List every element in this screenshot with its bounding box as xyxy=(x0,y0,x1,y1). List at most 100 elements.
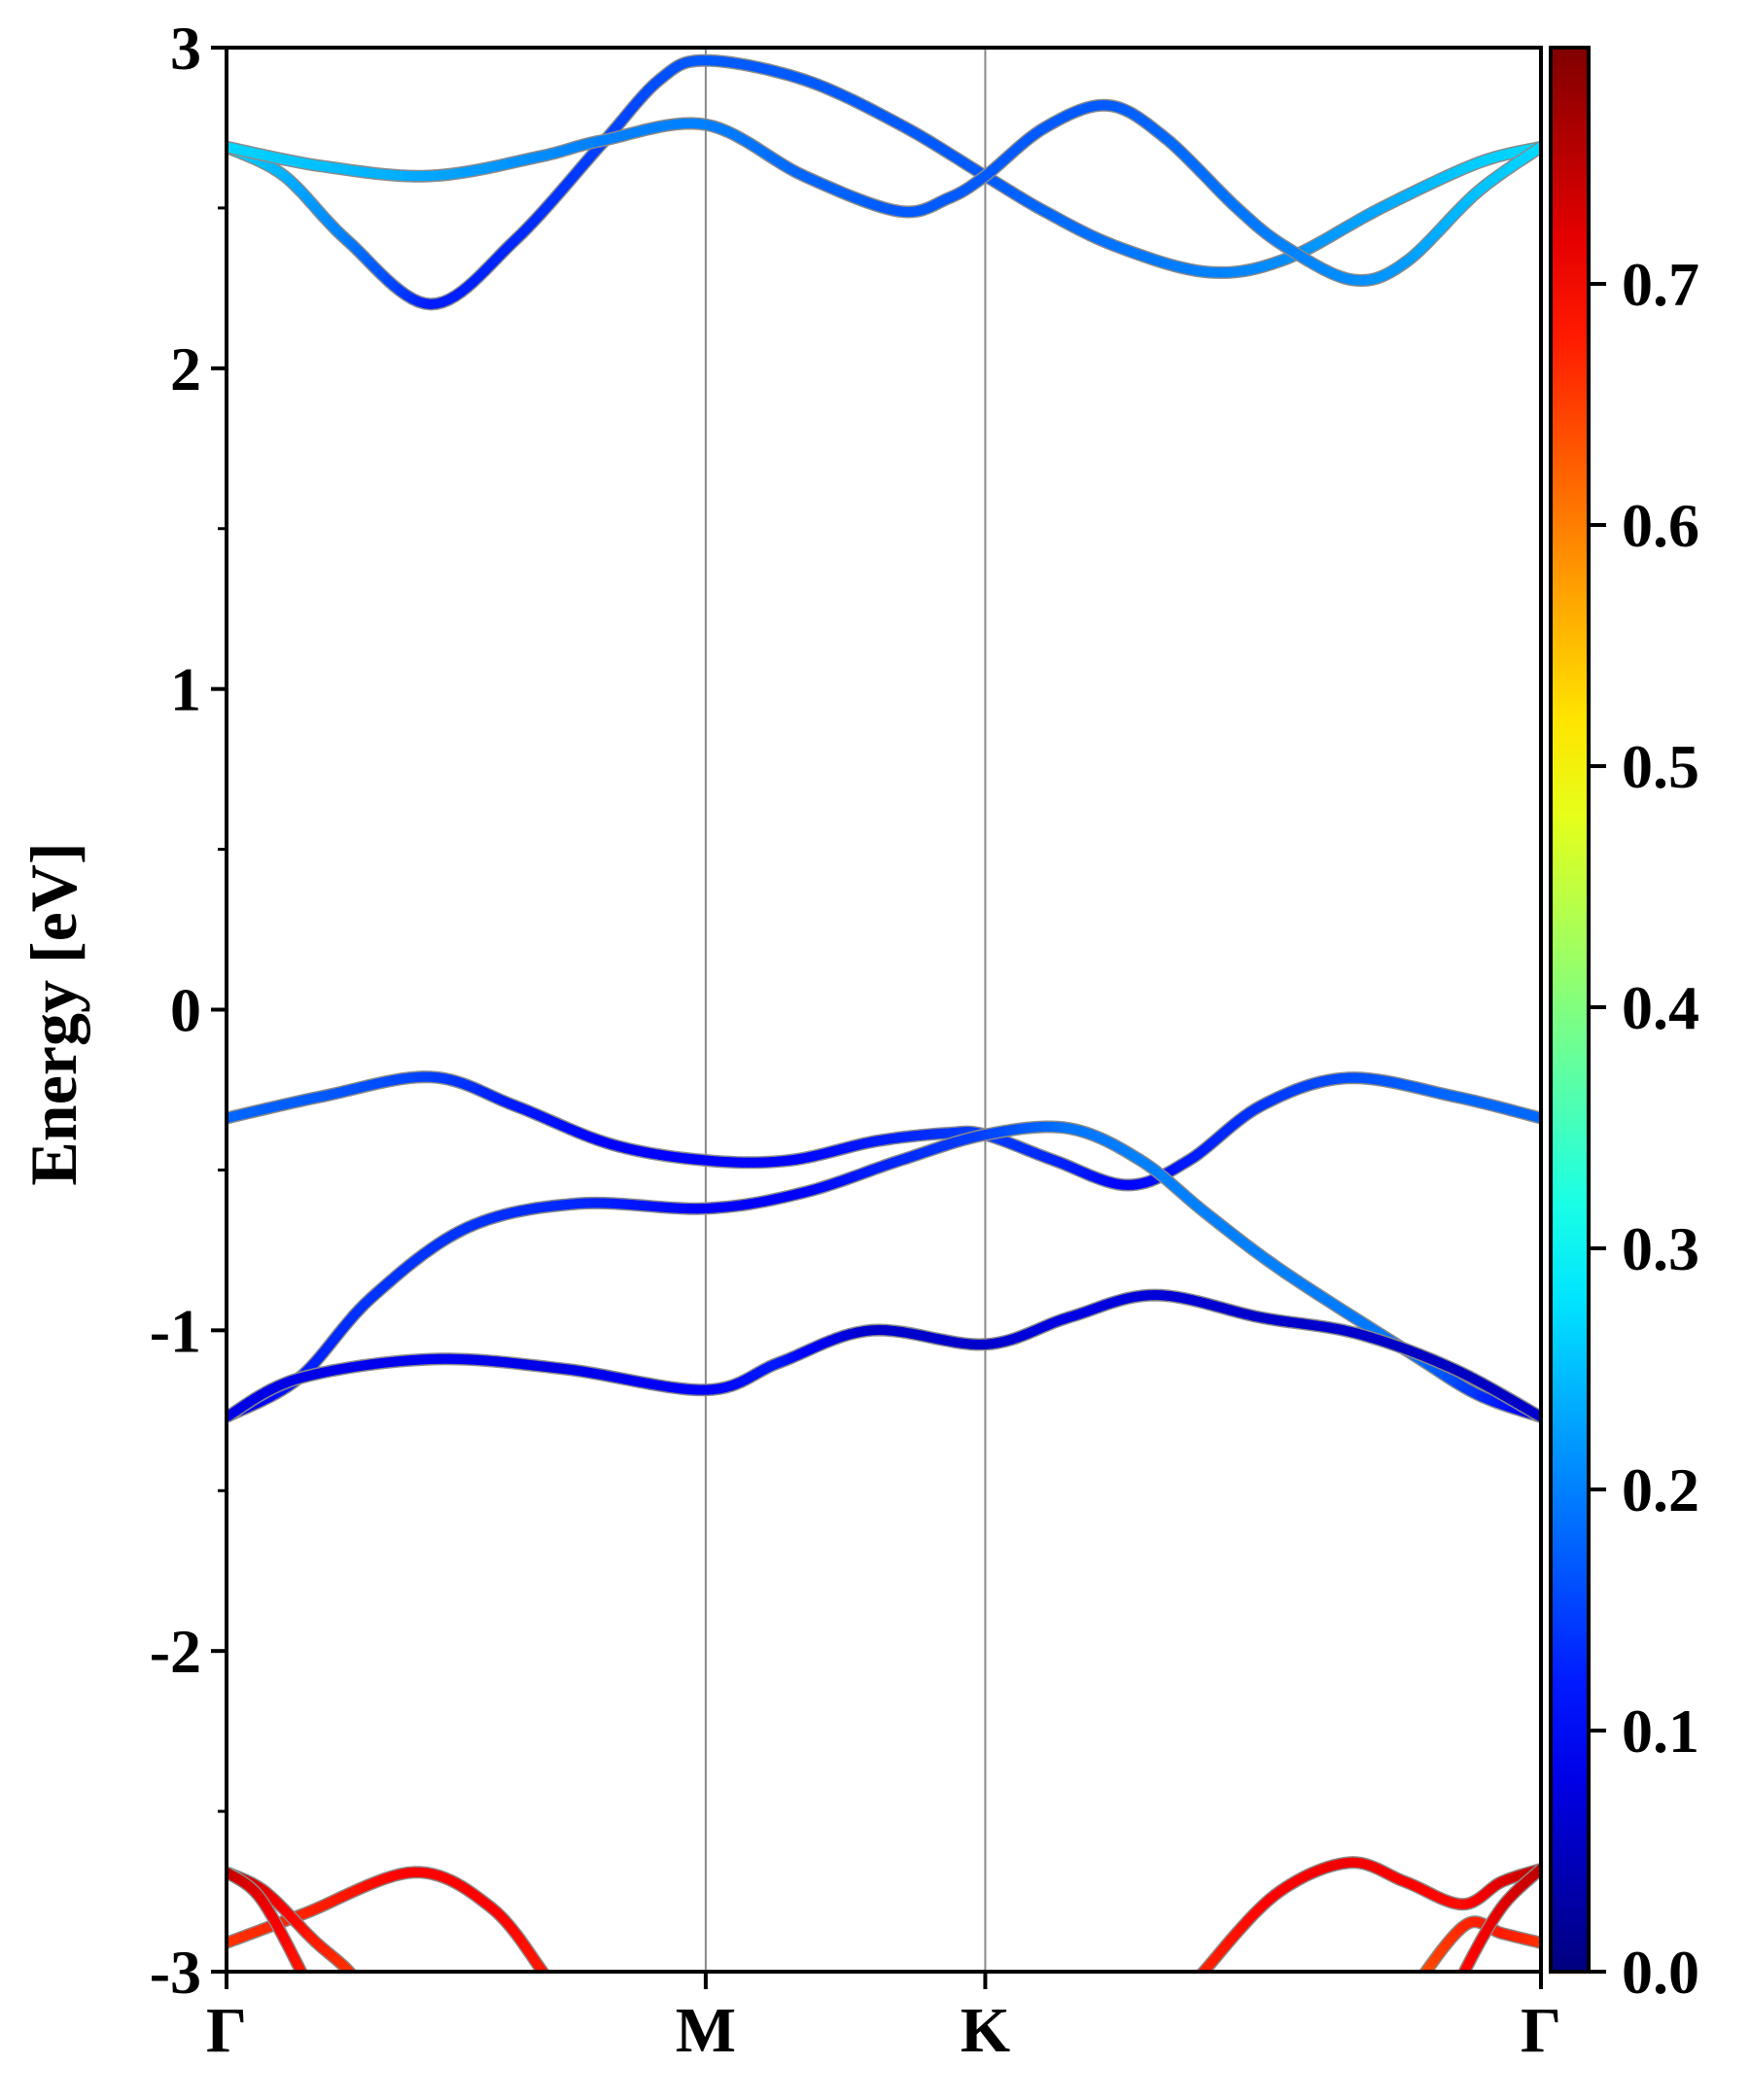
band-segment xyxy=(357,1981,359,1984)
valence-band-3 xyxy=(227,1288,1541,1423)
band-segment xyxy=(363,1990,365,1993)
band-segment xyxy=(309,1990,310,1992)
high-symmetry-lines xyxy=(704,48,987,1972)
y-axis-label: Energy [eV] xyxy=(17,842,90,1185)
y-tick-label: 3 xyxy=(170,14,201,83)
colorbar-tick-label: 0.4 xyxy=(1622,973,1699,1042)
band-segment xyxy=(1457,1987,1458,1990)
band-segment xyxy=(369,2001,370,2003)
colorbar-tick-label: 0.3 xyxy=(1622,1214,1699,1283)
band-segment xyxy=(304,1978,305,1981)
y-tick-label: 1 xyxy=(170,655,201,724)
deep-band-4 xyxy=(1179,1856,1541,2004)
colorbar: 0.0 0.1 0.2 0.3 0.4 0.5 0.6 0.7 xyxy=(1549,46,1699,2007)
band-segment xyxy=(1197,1970,1204,1972)
band-segment xyxy=(311,1996,312,1998)
band-segment xyxy=(1460,1978,1461,1981)
band-segment xyxy=(355,1979,357,1982)
band-segment xyxy=(1414,1993,1415,1995)
band-segment xyxy=(1411,2001,1412,2003)
band-segment xyxy=(1415,1991,1416,1993)
y-axis: 3 2 1 0 -1 -2 -3 xyxy=(150,14,227,2007)
band-segment xyxy=(562,2001,563,2002)
y-tick-label: -3 xyxy=(150,1938,201,2007)
colorbar-tick-label: 0.2 xyxy=(1622,1455,1699,1524)
band-segment xyxy=(553,1987,555,1990)
colorbar-tick-label: 0.7 xyxy=(1622,250,1699,319)
band-segment xyxy=(1417,1985,1418,1988)
deep-band-3 xyxy=(227,1867,312,1998)
band-segment xyxy=(561,2000,562,2002)
band-segment xyxy=(1182,1998,1183,2000)
band-segment xyxy=(1410,2003,1411,2004)
band-segment xyxy=(353,1977,355,1979)
colorbar-fill xyxy=(1551,48,1589,1972)
band-segment xyxy=(359,1984,361,1987)
band-segment xyxy=(547,1978,549,1981)
band-segment xyxy=(1459,1970,1467,1972)
band-segment xyxy=(1184,1995,1185,1997)
colorbar-tick-label: 0.5 xyxy=(1622,732,1699,801)
colorbar-tick-label: 0.1 xyxy=(1622,1697,1699,1766)
band-segment xyxy=(1416,1988,1417,1991)
band-segment xyxy=(1456,1989,1457,1991)
band-segment xyxy=(1189,1988,1191,1991)
band-segment xyxy=(367,1997,368,1999)
band-segment xyxy=(346,1969,356,1972)
band-segment xyxy=(1412,1999,1413,2001)
y-tick-label: -2 xyxy=(150,1617,201,1686)
band-segment xyxy=(1183,1997,1184,1999)
deep-band-6 xyxy=(1455,1864,1541,1996)
valence-band-2 xyxy=(227,1120,1541,1423)
band-segment xyxy=(306,1981,307,1984)
y-tick-label: 0 xyxy=(170,976,201,1045)
band-segment xyxy=(542,1970,549,1972)
band-segment xyxy=(366,1995,367,1997)
band-segment xyxy=(1419,1980,1421,1983)
band-segment xyxy=(361,1987,363,1990)
band-segment xyxy=(364,1992,366,1994)
deep-band-1 xyxy=(227,1866,564,2004)
band-segment xyxy=(1180,2001,1181,2002)
band-segment xyxy=(1195,1978,1198,1981)
band-segment xyxy=(1459,1981,1460,1984)
band-segment xyxy=(1181,2000,1182,2001)
band-segment xyxy=(308,1987,309,1990)
band-segment xyxy=(557,1994,558,1996)
band-segment xyxy=(559,1996,560,1998)
band-segment xyxy=(1193,1982,1195,1985)
x-tick-label: Γ xyxy=(1521,1995,1561,2066)
band-segment xyxy=(555,1989,556,1991)
band-segment xyxy=(1455,1994,1456,1996)
x-tick-label: K xyxy=(961,1995,1010,2066)
band-segment xyxy=(1187,1990,1189,1992)
band-segment xyxy=(1179,2003,1180,2004)
band-segment xyxy=(556,1992,557,1994)
band-segment xyxy=(1456,1992,1457,1994)
band-segment xyxy=(1185,1992,1187,1994)
plot-frame xyxy=(225,46,1543,1974)
colorbar-frame xyxy=(1549,46,1591,1974)
band-segment xyxy=(370,2003,371,2004)
y-tick-label: 2 xyxy=(170,334,201,403)
band-segment xyxy=(560,1998,561,2000)
band-segment xyxy=(1420,1978,1422,1980)
band-segment xyxy=(299,1970,306,1972)
colorbar-tick-label: 0.0 xyxy=(1622,1938,1699,2007)
x-tick-label: M xyxy=(676,1995,736,2066)
band-segment xyxy=(307,1985,308,1988)
band-segment xyxy=(1412,1997,1413,1999)
band-segment xyxy=(551,1984,553,1987)
conduction-band-1 xyxy=(227,53,1541,311)
bands xyxy=(227,53,1541,2004)
band-segment xyxy=(310,1992,311,1994)
band-segment xyxy=(563,2003,564,2004)
band-outline xyxy=(227,98,1541,287)
band-segment xyxy=(1413,1995,1414,1997)
band-segment xyxy=(1419,1969,1428,1972)
band-segment xyxy=(549,1981,551,1984)
band-segment xyxy=(1458,1984,1459,1987)
band-segment xyxy=(1190,1985,1192,1988)
